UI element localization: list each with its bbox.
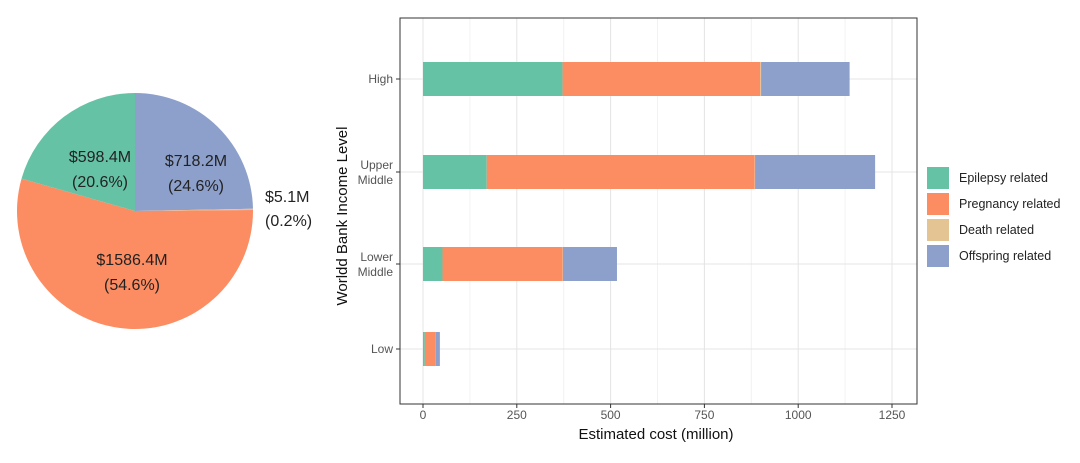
- legend-label: Epilepsy related: [959, 171, 1048, 185]
- bar-row-upper_middle: [423, 155, 876, 189]
- pie-slice-pregnancy-related: [17, 178, 254, 329]
- legend-label: Pregnancy related: [959, 197, 1061, 211]
- y-tick-label: Upper: [360, 158, 393, 172]
- x-axis: 0 250 500 750 1000 1250 Estimated cost (millio…: [420, 404, 906, 443]
- plot-panel-border: [399, 17, 918, 405]
- bar-segment-epilepsy-related: [423, 332, 425, 366]
- bar-segment-offspring-related: [562, 247, 617, 281]
- legend-swatch-epilepsy-related: [927, 167, 949, 189]
- legend-swatch-offspring-related: [927, 245, 949, 267]
- bar-segment-pregnancy-related: [442, 247, 563, 281]
- bar-row-high: [423, 62, 850, 96]
- bar-segment-epilepsy-related: [423, 155, 487, 189]
- pie-value-label: $1586.4M: [96, 252, 167, 269]
- bar-row-low: [423, 332, 440, 366]
- legend-label: Offspring related: [959, 249, 1051, 263]
- pie-slice-death-related: [135, 208, 253, 211]
- pie-chart: $718.2M (24.6%) $5.1M (0.2%) $1586.4M (54.6%)…: [17, 93, 312, 329]
- bar-segment-pregnancy-related: [486, 155, 755, 189]
- y-tick-label: Low: [371, 342, 393, 356]
- x-tick-label: 1250: [879, 408, 906, 422]
- pie-value-label: $718.2M: [165, 153, 227, 170]
- x-tick-label: 500: [601, 408, 621, 422]
- x-tick-label: 750: [694, 408, 714, 422]
- y-tick-label: Middle: [358, 173, 394, 187]
- x-axis-title: Estimated cost (million): [578, 426, 733, 443]
- pie-value-label: $598.4M: [69, 149, 131, 166]
- y-tick-label: High: [368, 72, 393, 86]
- pie-percent-label: (0.2%): [265, 213, 312, 230]
- legend-swatch-death-related: [927, 219, 949, 241]
- x-tick-label: 250: [507, 408, 527, 422]
- bar-row-lower_middle: [423, 247, 617, 281]
- bar-segment-offspring-related: [435, 332, 440, 366]
- legend-swatch-pregnancy-related: [927, 193, 949, 215]
- pie-percent-label: (24.6%): [168, 178, 224, 195]
- legend-label: Death related: [959, 223, 1034, 237]
- bar-segment-pregnancy-related: [562, 62, 761, 96]
- pie-slice-epilepsy-related: [21, 93, 136, 211]
- bar-segment-offspring-related: [755, 155, 876, 189]
- y-tick-label: Middle: [358, 265, 394, 279]
- bar-segment-epilepsy-related: [423, 62, 563, 96]
- pie-value-label: $5.1M: [265, 189, 309, 206]
- bar-segment-pregnancy-related: [424, 332, 436, 366]
- y-tick-label: Lower: [360, 250, 393, 264]
- bar-segment-epilepsy-related: [423, 247, 443, 281]
- pie-percent-label: (20.6%): [72, 174, 128, 191]
- pie-slice-offspring-related: [135, 93, 253, 211]
- bar-segment-death-related: [760, 62, 762, 96]
- bar-segment-offspring-related: [761, 62, 850, 96]
- x-tick-label: 0: [420, 408, 427, 422]
- pie-percent-label: (54.6%): [104, 277, 160, 294]
- bar-chart: 0 250 500 750 1000 1250 Estimated cost (millio…: [334, 17, 1061, 443]
- x-tick-label: 1000: [785, 408, 812, 422]
- legend: Epilepsy related Pregnancy related Death r…: [927, 167, 1061, 267]
- y-axis-title: Worldd Bank Income Level: [334, 127, 351, 306]
